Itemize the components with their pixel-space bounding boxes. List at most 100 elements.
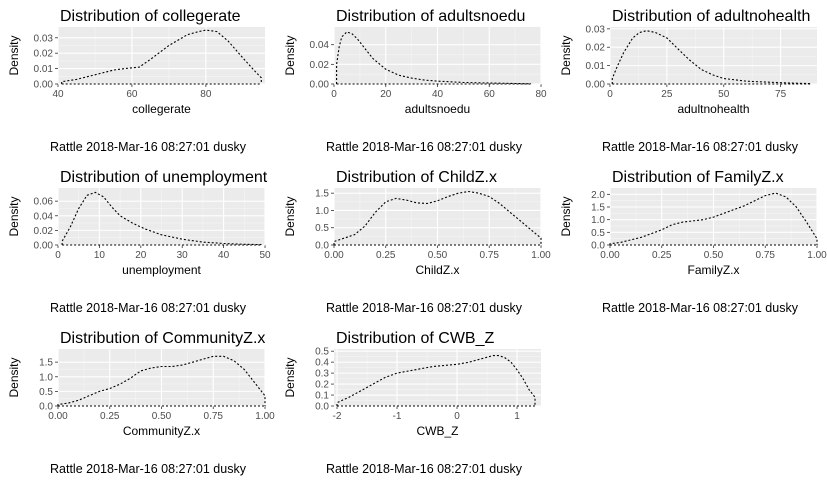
x-tick-label: 80 bbox=[535, 89, 547, 100]
chart-title: Distribution of unemployment bbox=[60, 169, 268, 186]
x-tick-label: 20 bbox=[135, 250, 147, 261]
chart-title: Distribution of CommunityZ.x bbox=[60, 330, 265, 347]
density-panel-5: Distribution of ChildZ.x 0.00 0.25 0.50 0.75… bbox=[276, 161, 552, 322]
x-tick-label: 80 bbox=[200, 89, 212, 100]
y-tick-label: 0.00 bbox=[586, 80, 606, 91]
plot-background bbox=[334, 349, 541, 406]
x-tick-label: 10 bbox=[94, 250, 106, 261]
x-tick-label: 40 bbox=[218, 250, 230, 261]
x-tick-label: 0.00 bbox=[324, 250, 344, 261]
plot-background bbox=[58, 27, 265, 84]
y-tick-label: 0.4 bbox=[315, 358, 329, 369]
y-tick-label: 0.2 bbox=[315, 380, 329, 391]
rattle-caption: Rattle 2018-Mar-16 08:27:01 dusky bbox=[326, 301, 523, 315]
x-tick-label: 1.00 bbox=[255, 411, 275, 422]
y-tick-label: 1.0 bbox=[315, 206, 329, 217]
x-tick-label: 75 bbox=[775, 89, 787, 100]
x-tick-label: 50 bbox=[259, 250, 271, 261]
y-axis-label: Density bbox=[559, 196, 573, 236]
y-axis-label: Density bbox=[7, 196, 21, 236]
plot-background bbox=[610, 27, 817, 84]
y-tick-label: 0.02 bbox=[586, 43, 606, 54]
x-axis-label: CWB_Z bbox=[417, 424, 459, 438]
rattle-caption: Rattle 2018-Mar-16 08:27:01 dusky bbox=[326, 140, 523, 154]
x-tick-label: 0.50 bbox=[704, 250, 724, 261]
y-tick-label: 0.06 bbox=[34, 197, 54, 208]
density-curve bbox=[609, 192, 818, 245]
chart-title: Distribution of adultnohealth bbox=[612, 8, 810, 25]
y-axis-label: Density bbox=[283, 35, 297, 75]
density-curve bbox=[333, 190, 542, 245]
x-tick-label: -1 bbox=[393, 411, 402, 422]
density-chart-svg: Distribution of FamilyZ.x 0.00 0.25 0.50 0.7… bbox=[559, 169, 827, 315]
y-tick-label: 0.02 bbox=[34, 49, 54, 60]
x-axis-label: adultsnoedu bbox=[405, 102, 470, 116]
x-tick-label: -2 bbox=[333, 411, 342, 422]
y-tick-label: 0.1 bbox=[315, 391, 329, 402]
density-panel-4: Distribution of unemployment 0 10 20 30 40 50 0… bbox=[0, 161, 276, 322]
density-chart-svg: Distribution of CommunityZ.x0.00 0.25 0.50… bbox=[7, 330, 275, 476]
y-tick-label: 1.0 bbox=[39, 372, 53, 383]
x-tick-label: 60 bbox=[484, 89, 496, 100]
rattle-caption: Rattle 2018-Mar-16 08:27:01 dusky bbox=[326, 462, 523, 476]
y-tick-label: 0.0 bbox=[315, 402, 329, 413]
density-curve bbox=[61, 191, 262, 246]
x-axis-label: collegerate bbox=[132, 102, 191, 116]
x-axis-label: unemployment bbox=[122, 263, 201, 277]
y-tick-label: 0.02 bbox=[34, 226, 54, 237]
x-tick-label: 0 bbox=[607, 89, 613, 100]
x-tick-label: 1 bbox=[514, 411, 520, 422]
y-tick-label: 1.5 bbox=[591, 203, 605, 214]
y-tick-label: 0.01 bbox=[586, 61, 606, 72]
y-axis-label: Density bbox=[283, 357, 297, 397]
x-tick-label: 0.50 bbox=[428, 250, 448, 261]
x-tick-label: 0.00 bbox=[600, 250, 620, 261]
x-tick-label: 0.25 bbox=[652, 250, 672, 261]
density-panel-1: Distribution of collegerate 40 60 80 0.00 0.0… bbox=[0, 0, 276, 161]
density-chart-svg: Distribution of adultnohealth 0 25 50 75 0.00… bbox=[559, 8, 817, 154]
density-chart-svg: Distribution of unemployment 0 10 20 30 40 50 0… bbox=[7, 169, 271, 315]
chart-title: Distribution of CWB_Z bbox=[336, 330, 494, 347]
x-tick-label: 0.25 bbox=[100, 411, 120, 422]
x-tick-label: 0.75 bbox=[204, 411, 224, 422]
density-panel-8: Distribution of CWB_Z -2 -1 0 1 0.0 0.1 0.2 0.3 0… bbox=[276, 322, 552, 483]
x-tick-label: 0 bbox=[331, 89, 337, 100]
x-tick-label: 40 bbox=[52, 89, 64, 100]
chart-title: Distribution of adultsnoedu bbox=[336, 8, 525, 25]
y-tick-label: 1.0 bbox=[591, 215, 605, 226]
x-tick-label: 0.75 bbox=[756, 250, 776, 261]
y-tick-label: 0.00 bbox=[34, 241, 54, 252]
chart-title: Distribution of ChildZ.x bbox=[336, 169, 497, 186]
density-chart-svg: Distribution of collegerate 40 60 80 0.00 0.0… bbox=[7, 8, 265, 154]
y-tick-label: 0.03 bbox=[586, 24, 606, 35]
rattle-caption: Rattle 2018-Mar-16 08:27:01 dusky bbox=[602, 301, 799, 315]
density-chart-svg: Distribution of ChildZ.x 0.00 0.25 0.50 0.75… bbox=[283, 169, 551, 315]
rattle-caption: Rattle 2018-Mar-16 08:27:01 dusky bbox=[50, 140, 247, 154]
density-chart-svg: Distribution of CWB_Z-2 -1 0 10.00.10.20.30… bbox=[283, 330, 541, 476]
x-tick-label: 50 bbox=[718, 89, 730, 100]
x-tick-label: 1.00 bbox=[531, 250, 551, 261]
y-tick-label: 0.04 bbox=[310, 40, 330, 51]
density-panel-6: Distribution of FamilyZ.x 0.00 0.25 0.50 0.7… bbox=[552, 161, 827, 322]
y-axis-label: Density bbox=[7, 35, 21, 75]
y-tick-label: 1.5 bbox=[39, 358, 53, 369]
y-tick-label: 0.0 bbox=[591, 241, 605, 252]
density-panel-7: Distribution of CommunityZ.x 0.00 0.25 0.50… bbox=[0, 322, 276, 483]
y-tick-label: 0.04 bbox=[34, 211, 54, 222]
chart-title: Distribution of FamilyZ.x bbox=[612, 169, 784, 186]
x-axis-label: FamilyZ.x bbox=[688, 263, 740, 277]
x-axis-label: adultnohealth bbox=[677, 102, 749, 116]
density-chart-svg: Distribution of adultsnoedu 0 20 40 60 80 0.00… bbox=[283, 8, 547, 154]
y-axis-label: Density bbox=[7, 357, 21, 397]
x-axis-label: ChildZ.x bbox=[415, 263, 459, 277]
x-tick-label: 0 bbox=[454, 411, 460, 422]
y-axis-label: Density bbox=[283, 196, 297, 236]
x-tick-label: 60 bbox=[126, 89, 138, 100]
x-tick-label: 0.25 bbox=[376, 250, 396, 261]
y-axis-label: Density bbox=[559, 35, 573, 75]
x-tick-label: 25 bbox=[661, 89, 673, 100]
y-tick-label: 1.5 bbox=[315, 189, 329, 200]
y-tick-label: 0.5 bbox=[591, 228, 605, 239]
rattle-caption: Rattle 2018-Mar-16 08:27:01 dusky bbox=[50, 301, 247, 315]
density-curve bbox=[611, 30, 811, 85]
